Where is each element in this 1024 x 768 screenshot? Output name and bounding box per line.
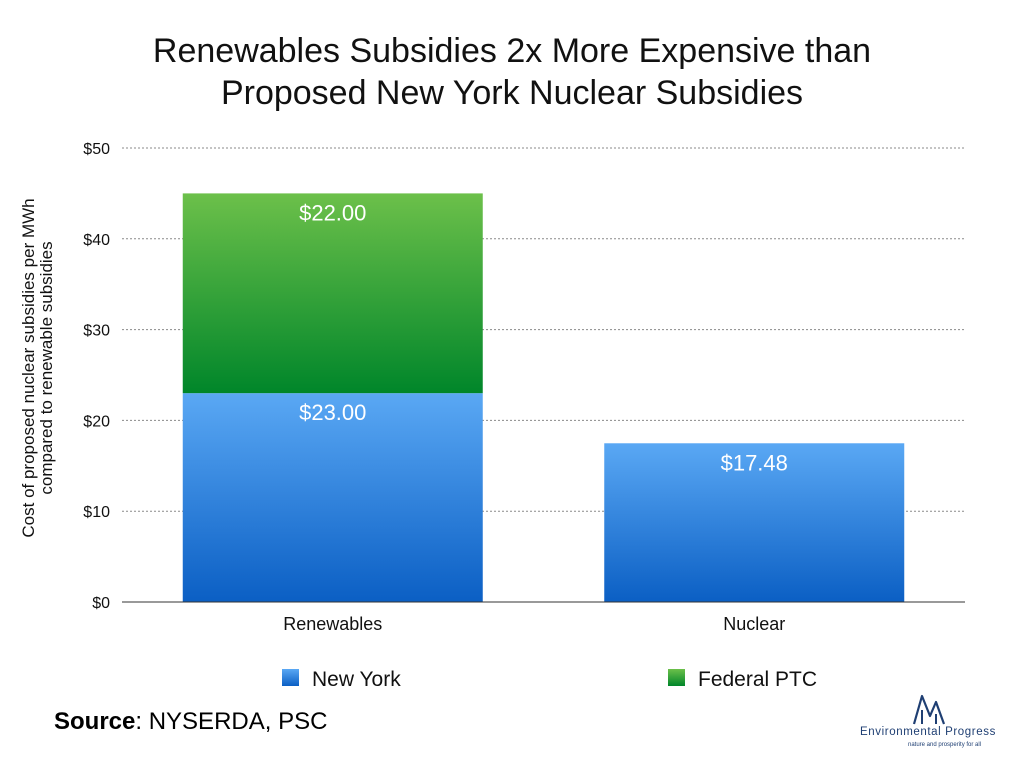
data-label: $17.48: [721, 450, 788, 475]
y-tick-label: $40: [83, 232, 110, 249]
y-tick-label: $50: [83, 141, 110, 158]
x-tick-label: Nuclear: [723, 614, 785, 634]
chart-title-line-2: Proposed New York Nuclear Subsidies: [220, 74, 804, 112]
environmental-progress-logo: Environmental Progress nature and prospe…: [850, 690, 1020, 750]
source-text: : NYSERDA, PSC: [135, 708, 328, 735]
logo-tagline: nature and prosperity for all: [908, 742, 982, 748]
bars: [182, 193, 905, 602]
source-note: Source: NYSERDA, PSC: [54, 708, 327, 736]
data-label: $22.00: [299, 200, 366, 225]
data-label: $23.00: [299, 400, 366, 425]
y-axis-title: Cost of proposed nuclear subsidies per M…: [19, 198, 56, 537]
legend-swatch: [668, 669, 685, 686]
legend-label: New York: [312, 668, 401, 691]
y-tick-label: $0: [92, 595, 110, 612]
y-tick-label: $10: [83, 504, 110, 521]
y-tick-label: $20: [83, 413, 110, 430]
bar-renewables-federal-ptc: [182, 193, 483, 394]
axes: $0 $10 $20 $30 $40 $50 Cost of proposed nuclea…: [19, 141, 965, 634]
chart-title: Renewables Subsidies 2x More Expensive t…: [0, 30, 1024, 114]
legend-swatch: [282, 669, 299, 686]
legend-label: Federal PTC: [698, 668, 817, 691]
data-labels: $23.00 $22.00 $17.48: [299, 200, 788, 475]
source-label: Source: [54, 708, 136, 735]
x-tick-label: Renewables: [283, 614, 382, 634]
chart-title-line-1: Renewables Subsidies 2x More Expensive t…: [152, 32, 872, 70]
tree-mountain-icon: [912, 694, 946, 725]
bar-renewables-new-york: [182, 393, 483, 602]
legend: New York Federal PTC: [282, 668, 817, 691]
y-axis-title-line: Cost of proposed nuclear subsidies per M…: [19, 198, 38, 537]
bar-nuclear-new-york: [604, 443, 905, 602]
y-tick-label: $30: [83, 323, 110, 340]
logo-name: Environmental Progress: [860, 726, 996, 738]
y-axis-title-line: compared to renewable subsidies: [37, 241, 56, 494]
